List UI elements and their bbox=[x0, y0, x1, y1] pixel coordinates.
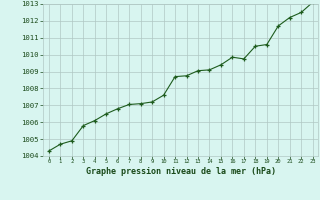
X-axis label: Graphe pression niveau de la mer (hPa): Graphe pression niveau de la mer (hPa) bbox=[86, 167, 276, 176]
